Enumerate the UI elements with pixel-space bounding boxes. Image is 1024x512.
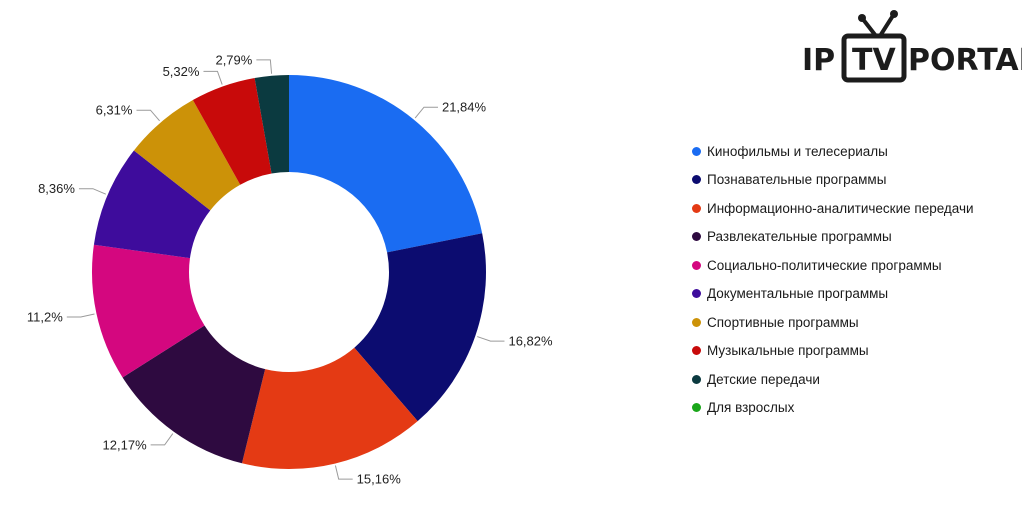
antenna-tip [858,14,866,22]
donut-slice [92,244,205,378]
legend-label: Развлекательные программы [707,229,892,245]
legend-marker [692,374,701,384]
chart-slices [92,75,486,470]
legend-label: Документальные программы [707,286,889,302]
legend-item: Спортивные программы [692,308,974,337]
legend-item: Познавательные программы [692,166,974,195]
legend-label: Познавательные программы [707,172,887,188]
data-label: 21,84% [442,100,487,115]
data-label: 2,79% [215,52,252,67]
legend-item: Для взрослых [692,394,974,423]
leader-line [256,59,273,74]
legend-label: Музыкальные программы [707,343,869,359]
legend-marker [692,146,701,156]
donut-slice [354,233,486,422]
data-label: 15,16% [357,472,402,487]
legend-marker [692,346,701,356]
legend-item: Документальные программы [692,280,974,309]
donut-slice [289,75,483,253]
legend-item: Социально-политические программы [692,251,974,280]
leader-line [66,313,95,318]
legend-marker [692,289,701,299]
antenna-right [878,12,896,38]
logo-tv: TV [852,43,896,78]
legend-item: Музыкальные программы [692,337,974,366]
data-label: 5,32% [163,64,200,79]
legend-label: Социально-политические программы [707,257,942,273]
data-label: 8,36% [38,181,75,196]
leader-line [203,70,223,85]
chart-data-labels: 21,84% 16,82% 15,16% 12,17% 11,2% 8,36% 6,31% 5… [27,52,553,486]
donut-slice [192,78,272,185]
legend-marker [692,403,701,413]
legend-label: Для взрослых [707,400,795,416]
chart-legend: Кинофильмы и телесериалы Познавательные п… [692,137,974,422]
legend-marker [692,203,701,213]
legend-item: Кинофильмы и телесериалы [692,137,974,166]
donut-slice [254,75,289,174]
leader-line [78,188,107,195]
leader-line [477,336,505,342]
leader-line [414,106,438,119]
legend-item: Развлекательные программы [692,223,974,252]
data-label: 12,17% [103,437,148,452]
iptvportal-logo: IP TV PORTAL [802,10,1022,83]
legend-item: Информационно-аналитические передачи [692,194,974,223]
chart-leader-lines [66,59,505,480]
legend-marker [692,232,701,242]
legend-label: Информационно-аналитические передачи [707,200,974,216]
leader-line [150,433,174,446]
leader-line [136,109,160,122]
logo-ip: IP [802,43,835,78]
leader-line [334,465,353,480]
legend-item: Детские передачи [692,365,974,394]
logo-tv-frame [841,33,907,83]
legend-label: Детские передачи [707,371,820,387]
legend-marker [692,175,701,185]
legend-label: Спортивные программы [707,314,859,330]
data-label: 11,2% [27,310,63,325]
donut-slice [241,347,418,470]
legend-marker [692,317,701,327]
data-label: 16,82% [508,334,553,349]
legend-label: Кинофильмы и телесериалы [707,143,888,159]
antenna-tip [890,10,898,18]
data-label: 6,31% [96,103,133,118]
legend-marker [692,260,701,270]
logo-portal: PORTAL [908,43,1022,78]
donut-slice [133,100,241,211]
donut-slice [93,150,211,259]
donut-slice [122,325,266,464]
